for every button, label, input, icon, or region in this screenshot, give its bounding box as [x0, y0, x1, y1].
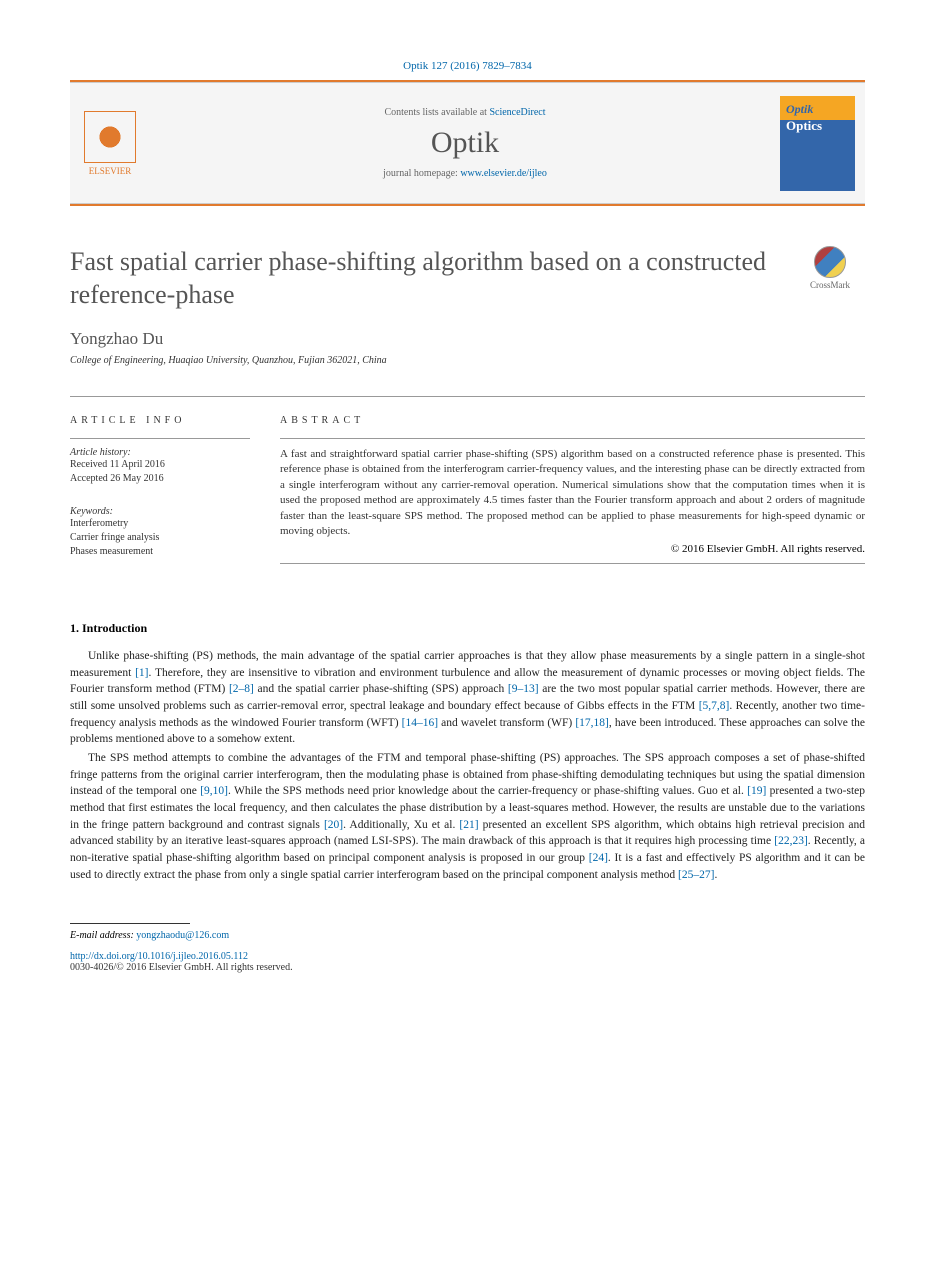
section-heading-introduction: 1. Introduction — [70, 621, 865, 636]
homepage-link[interactable]: www.elsevier.de/ijleo — [460, 168, 547, 179]
intro-paragraph-2: The SPS method attempts to combine the a… — [70, 750, 865, 883]
citation-ref[interactable]: [19] — [747, 785, 766, 797]
email-link[interactable]: yongzhaodu@126.com — [136, 930, 229, 941]
abstract-label: abstract — [280, 415, 865, 426]
elsevier-tree-icon — [84, 111, 136, 163]
elsevier-logo: ELSEVIER — [70, 111, 150, 176]
citation-ref[interactable]: [20] — [324, 819, 343, 831]
citation-ref[interactable]: [14–16] — [402, 717, 438, 729]
issn-copyright: 0030-4026/© 2016 Elsevier GmbH. All righ… — [70, 962, 865, 973]
bottom-rule — [70, 204, 865, 206]
citation-ref[interactable]: [21] — [459, 819, 478, 831]
citation-ref[interactable]: [1] — [135, 667, 148, 679]
accepted-date: Accepted 26 May 2016 — [70, 472, 250, 486]
journal-banner: ELSEVIER Contents lists available at Sci… — [70, 82, 865, 204]
doi-link[interactable]: http://dx.doi.org/10.1016/j.ijleo.2016.0… — [70, 951, 865, 962]
citation-ref[interactable]: [9,10] — [200, 785, 228, 797]
abstract-copyright: © 2016 Elsevier GmbH. All rights reserve… — [280, 543, 865, 555]
journal-homepage: journal homepage: www.elsevier.de/ijleo — [150, 168, 780, 179]
author-affiliation: College of Engineering, Huaqiao Universi… — [70, 355, 865, 366]
citation-ref[interactable]: [9–13] — [508, 683, 539, 695]
crossmark-badge[interactable]: CrossMark — [795, 246, 865, 290]
intro-paragraph-1: Unlike phase-shifting (PS) methods, the … — [70, 648, 865, 748]
citation-ref[interactable]: [24] — [589, 852, 608, 864]
history-heading: Article history: — [70, 447, 250, 458]
citation-ref[interactable]: [2–8] — [229, 683, 254, 695]
abstract-column: abstract A fast and straightforward spat… — [280, 415, 865, 571]
citation-ref[interactable]: [5,7,8] — [699, 700, 730, 712]
keywords-heading: Keywords: — [70, 506, 250, 517]
author-name: Yongzhao Du — [70, 329, 865, 349]
citation: Optik 127 (2016) 7829–7834 — [70, 60, 865, 72]
sciencedirect-link[interactable]: ScienceDirect — [489, 107, 545, 118]
contents-available: Contents lists available at ScienceDirec… — [150, 107, 780, 118]
footnote-rule — [70, 923, 190, 924]
article-title: Fast spatial carrier phase-shifting algo… — [70, 246, 775, 311]
keyword: Interferometry — [70, 517, 250, 531]
crossmark-icon — [814, 246, 846, 278]
keyword: Phases measurement — [70, 545, 250, 559]
article-info-column: article info Article history: Received 1… — [70, 415, 280, 571]
received-date: Received 11 April 2016 — [70, 458, 250, 472]
citation-ref[interactable]: [17,18] — [575, 717, 609, 729]
article-info-label: article info — [70, 415, 250, 426]
keyword: Carrier fringe analysis — [70, 531, 250, 545]
citation-ref[interactable]: [22,23] — [774, 835, 808, 847]
corresponding-email: E-mail address: yongzhaodu@126.com — [70, 930, 865, 941]
citation-ref[interactable]: [25–27] — [678, 869, 714, 881]
journal-cover-thumbnail — [780, 96, 855, 191]
abstract-text: A fast and straightforward spatial carri… — [280, 438, 865, 539]
journal-name: Optik — [150, 126, 780, 160]
